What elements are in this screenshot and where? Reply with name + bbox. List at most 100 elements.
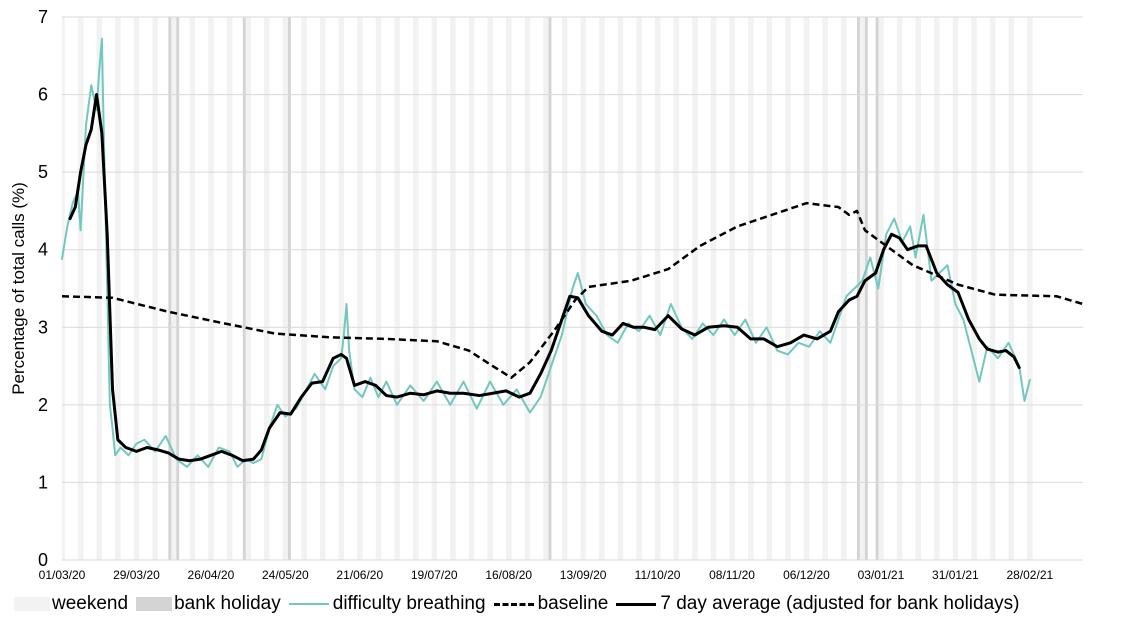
weekend-band (822, 17, 826, 560)
weekend-band (992, 17, 996, 560)
x-tick-label: 16/08/20 (485, 568, 532, 582)
bank-holiday-band (864, 17, 868, 560)
x-tick-label: 19/07/20 (411, 568, 458, 582)
weekend-band (694, 17, 698, 560)
weekend-band (229, 17, 233, 560)
x-tick-label: 01/03/20 (39, 568, 86, 582)
weekend-band (397, 17, 400, 560)
bank-holiday-band (242, 17, 246, 560)
legend-swatch-bank-holiday (136, 597, 173, 611)
weekend-band (375, 17, 379, 560)
legend-label-difficulty-breathing: difficulty breathing (332, 593, 486, 614)
x-tick-label: 08/11/20 (709, 568, 755, 582)
weekend-band (487, 17, 491, 560)
legend-swatch-difficulty-breathing (288, 603, 329, 605)
weekend-band (1008, 17, 1012, 560)
weekend-band (508, 17, 512, 560)
y-tick-label: 3 (38, 317, 48, 337)
weekend-band (192, 17, 196, 560)
weekend-band (303, 17, 307, 560)
line-chart: 0 1 2 3 4 5 6 7 01/03/20 29/03/20 26/04/20 24/05/20… (9, 7, 1084, 582)
weekend-band (654, 17, 658, 560)
weekend-band (989, 17, 993, 560)
y-tick-label: 2 (38, 395, 48, 415)
weekend-band (750, 17, 754, 560)
weekend-band (341, 17, 345, 560)
weekend-band (415, 17, 419, 560)
weekend-band (638, 17, 642, 560)
gridlines (62, 16, 1083, 483)
bank-holiday-band (875, 17, 879, 560)
x-tick-label: 03/01/21 (858, 568, 905, 582)
bank-holiday-band (168, 17, 172, 560)
weekend-band (843, 17, 847, 560)
weekend-band (338, 17, 342, 560)
bank-holiday-band (176, 17, 180, 560)
weekend-band (264, 17, 267, 560)
weekend-band (899, 17, 903, 560)
weekend-band (636, 17, 640, 560)
weekend-band (322, 17, 326, 560)
weekend-band (617, 17, 621, 560)
legend-item-bank-holiday: bank holiday (136, 593, 281, 615)
weekend-band (599, 17, 602, 560)
weekend-band (896, 17, 900, 560)
weekend-band (468, 17, 472, 560)
weekend-band (378, 17, 382, 560)
weekend-band (710, 17, 714, 560)
weekend-band (490, 17, 493, 560)
legend-item-baseline: baseline (493, 593, 609, 615)
series-7-day-average (68, 93, 1021, 463)
legend-label-bank-holiday: bank holiday (174, 593, 281, 614)
legend-label-baseline: baseline (537, 593, 609, 614)
weekend-band (862, 17, 866, 560)
legend-item-difficulty-breathing: difficulty breathing (288, 593, 486, 615)
weekend-band (955, 17, 959, 560)
y-tick-label: 6 (38, 85, 48, 105)
weekend-band (769, 17, 773, 560)
x-tick-label: 06/12/20 (783, 568, 830, 582)
weekend-band (431, 17, 435, 560)
weekend-band (245, 17, 249, 560)
weekend-band (561, 17, 565, 560)
weekend-band (713, 17, 717, 560)
weekend-band (394, 17, 398, 560)
weekend-band (210, 17, 214, 560)
weekend-band (729, 17, 733, 560)
weekend-band (506, 17, 509, 560)
weekend-band (208, 17, 212, 560)
weekend-band (601, 17, 605, 560)
weekend-band (117, 17, 121, 560)
weekend-band (357, 17, 360, 560)
weekend-band (583, 17, 586, 560)
weekend-band (452, 17, 456, 560)
weekend-band (1011, 17, 1015, 560)
x-tick-label: 29/03/20 (113, 568, 160, 582)
y-tick-label: 4 (38, 240, 48, 260)
weekend-band (282, 17, 286, 560)
weekend-band (173, 17, 177, 560)
weekend-band (564, 17, 568, 560)
weekend-band (133, 17, 137, 560)
weekend-band (803, 17, 807, 560)
weekend-band (80, 17, 84, 560)
legend-swatch-average (616, 602, 657, 606)
weekend-band (657, 17, 661, 560)
weekend-band (62, 17, 65, 560)
weekend-band (880, 17, 884, 560)
legend-item-average: 7 day average (adjusted for bank holiday… (616, 593, 1019, 615)
weekend-band (412, 17, 416, 560)
weekend-band (226, 17, 230, 560)
y-axis-title: Percentage of total calls (%) (9, 182, 28, 395)
weekend-band (96, 17, 100, 560)
weekend-band (115, 17, 119, 560)
y-tick-label: 7 (38, 7, 48, 27)
weekend-band (936, 17, 940, 560)
weekend-band (543, 17, 547, 560)
weekend-band (915, 17, 919, 560)
y-tick-label: 0 (38, 550, 48, 570)
weekend-band (673, 17, 677, 560)
weekend-band (99, 17, 103, 560)
weekend-band (732, 17, 735, 560)
